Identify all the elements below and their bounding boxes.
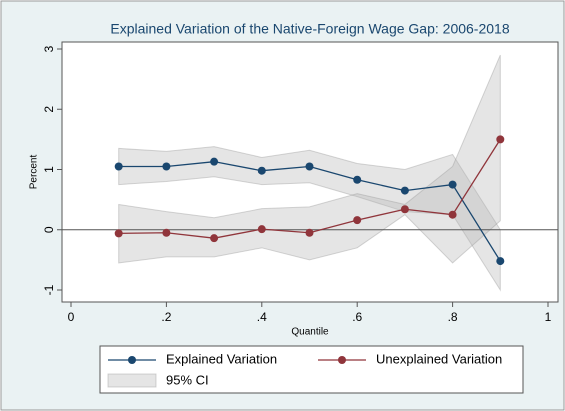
data-point bbox=[257, 166, 266, 175]
data-point bbox=[162, 162, 171, 171]
legend-label: 95% CI bbox=[166, 372, 209, 387]
data-point bbox=[400, 186, 409, 195]
data-point bbox=[162, 228, 171, 237]
x-tick-label: .6 bbox=[352, 310, 362, 324]
legend-marker bbox=[338, 356, 346, 364]
data-point bbox=[305, 228, 314, 237]
data-point bbox=[496, 257, 505, 266]
x-tick-label: 0 bbox=[68, 310, 75, 324]
data-point bbox=[496, 135, 505, 144]
legend-swatch bbox=[107, 373, 157, 388]
x-tick-label: .4 bbox=[257, 310, 267, 324]
y-tick-label: 0 bbox=[42, 226, 56, 233]
data-point bbox=[114, 162, 123, 171]
data-point bbox=[210, 234, 219, 243]
data-point bbox=[353, 175, 362, 184]
data-point bbox=[257, 225, 266, 234]
data-point bbox=[448, 180, 457, 189]
data-point bbox=[400, 205, 409, 214]
legend bbox=[99, 345, 524, 394]
y-axis-label: Percent bbox=[29, 155, 40, 190]
y-tick-label: 3 bbox=[42, 45, 56, 52]
y-tick-label: 1 bbox=[42, 166, 56, 173]
x-tick-label: .8 bbox=[448, 310, 458, 324]
x-tick-label: .2 bbox=[161, 310, 171, 324]
y-tick-label: -1 bbox=[42, 284, 56, 295]
ci-band bbox=[118, 146, 501, 292]
y-tick-label: 2 bbox=[42, 106, 56, 113]
legend-label: Unexplained Variation bbox=[376, 351, 502, 366]
data-point bbox=[305, 162, 314, 171]
legend-marker bbox=[128, 356, 136, 364]
x-tick-label: 1 bbox=[545, 310, 552, 324]
data-point bbox=[353, 216, 362, 225]
data-point bbox=[210, 157, 219, 166]
x-axis-label: Quantile bbox=[291, 327, 329, 338]
chart-title: Explained Variation of the Native-Foreig… bbox=[110, 21, 509, 37]
plot-area bbox=[61, 41, 559, 303]
legend-label: Explained Variation bbox=[166, 351, 277, 366]
data-point bbox=[448, 210, 457, 219]
data-point bbox=[114, 229, 123, 238]
